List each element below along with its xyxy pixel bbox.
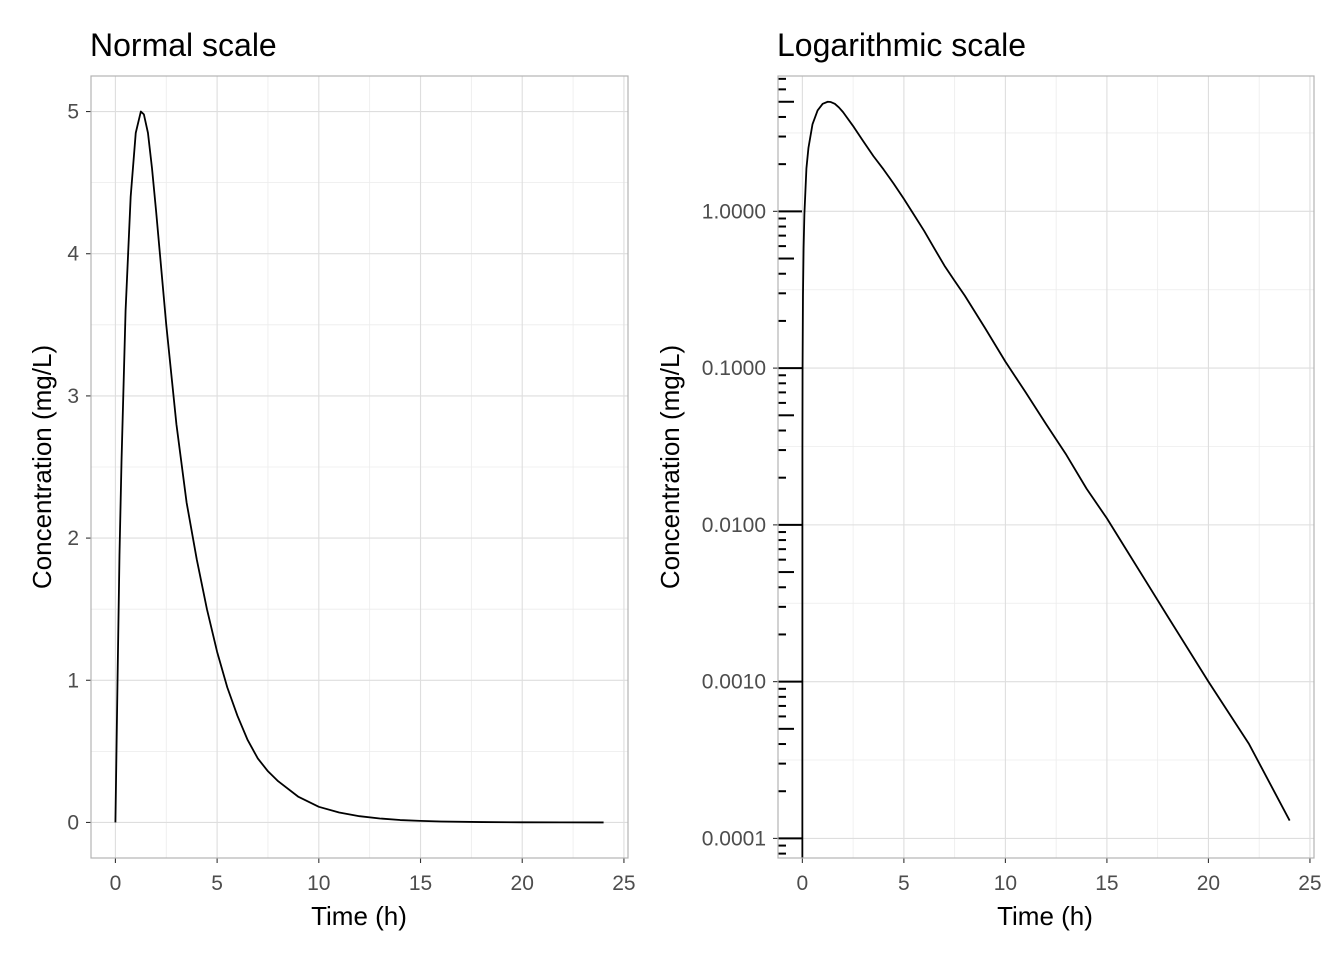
y-tick-label: 0.0100	[702, 514, 766, 537]
y-tick-label: 0.0001	[702, 827, 766, 850]
y-tick-label: 3	[67, 385, 79, 408]
panel-border	[777, 75, 1315, 859]
x-tick-label: 20	[511, 872, 534, 895]
x-tick-label: 0	[110, 872, 122, 895]
chart-title-normal: Normal scale	[90, 27, 277, 63]
y-tick-label: 0.0010	[702, 671, 766, 694]
x-tick-label: 15	[1095, 872, 1118, 895]
x-tick-label: 5	[898, 872, 910, 895]
concentration-line	[801, 100, 1291, 859]
normal-scale-panel: Normal scale Time (h) Concentration (mg/…	[27, 27, 636, 931]
y-axis-title-normal: Concentration (mg/L)	[27, 345, 57, 589]
concentration-line	[114, 110, 604, 824]
panel-border	[90, 75, 629, 859]
x-tick-label: 10	[307, 872, 330, 895]
x-tick-label: 15	[409, 872, 432, 895]
x-tick-label: 0	[797, 872, 809, 895]
y-tick-label: 4	[67, 243, 79, 266]
x-axis-title-normal: Time (h)	[311, 901, 407, 931]
x-tick-label: 5	[211, 872, 223, 895]
x-axis-title-log: Time (h)	[997, 901, 1093, 931]
y-tick-label: 0.1000	[702, 357, 766, 380]
x-tick-label: 20	[1197, 872, 1220, 895]
logarithmic-scale-panel: Logarithmic scale Time (h) Concentration…	[655, 27, 1322, 931]
chart-title-log: Logarithmic scale	[777, 27, 1026, 63]
y-tick-label: 2	[67, 527, 79, 550]
x-tick-label: 25	[612, 872, 635, 895]
x-tick-label: 10	[994, 872, 1017, 895]
x-tick-label: 25	[1298, 872, 1321, 895]
y-tick-label: 1	[67, 669, 79, 692]
y-tick-label: 5	[67, 101, 79, 124]
y-tick-label: 1.0000	[702, 200, 766, 223]
y-axis-title-log: Concentration (mg/L)	[655, 345, 685, 589]
y-tick-label: 0	[67, 811, 79, 834]
